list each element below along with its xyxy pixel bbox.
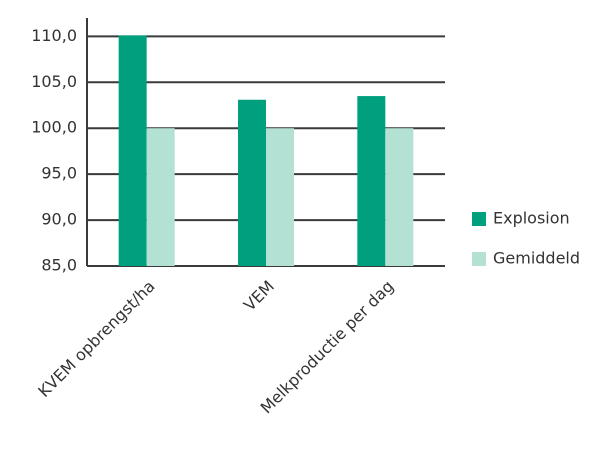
- y-tick-label: 85,0: [41, 256, 77, 275]
- legend-swatch: [472, 212, 486, 226]
- y-tick-label: 95,0: [41, 164, 77, 183]
- legend-label: Explosion: [493, 209, 570, 228]
- y-tick-label: 110,0: [31, 26, 77, 45]
- x-tick-label: KVEM opbrengst/ha: [34, 277, 158, 401]
- y-tick-label: 105,0: [31, 72, 77, 91]
- legend-swatch: [472, 252, 486, 266]
- bar: [118, 35, 147, 267]
- x-tick-label: VEM: [240, 277, 278, 315]
- y-tick-label: 90,0: [41, 210, 77, 229]
- bar: [385, 128, 414, 266]
- bar: [357, 96, 386, 267]
- bar: [238, 99, 266, 267]
- legend-label: Gemiddeld: [493, 249, 580, 268]
- x-tick-label: Melkproductie per dag: [257, 277, 398, 418]
- bar: [146, 128, 175, 266]
- y-tick-label: 100,0: [31, 118, 77, 137]
- bar: [266, 128, 294, 266]
